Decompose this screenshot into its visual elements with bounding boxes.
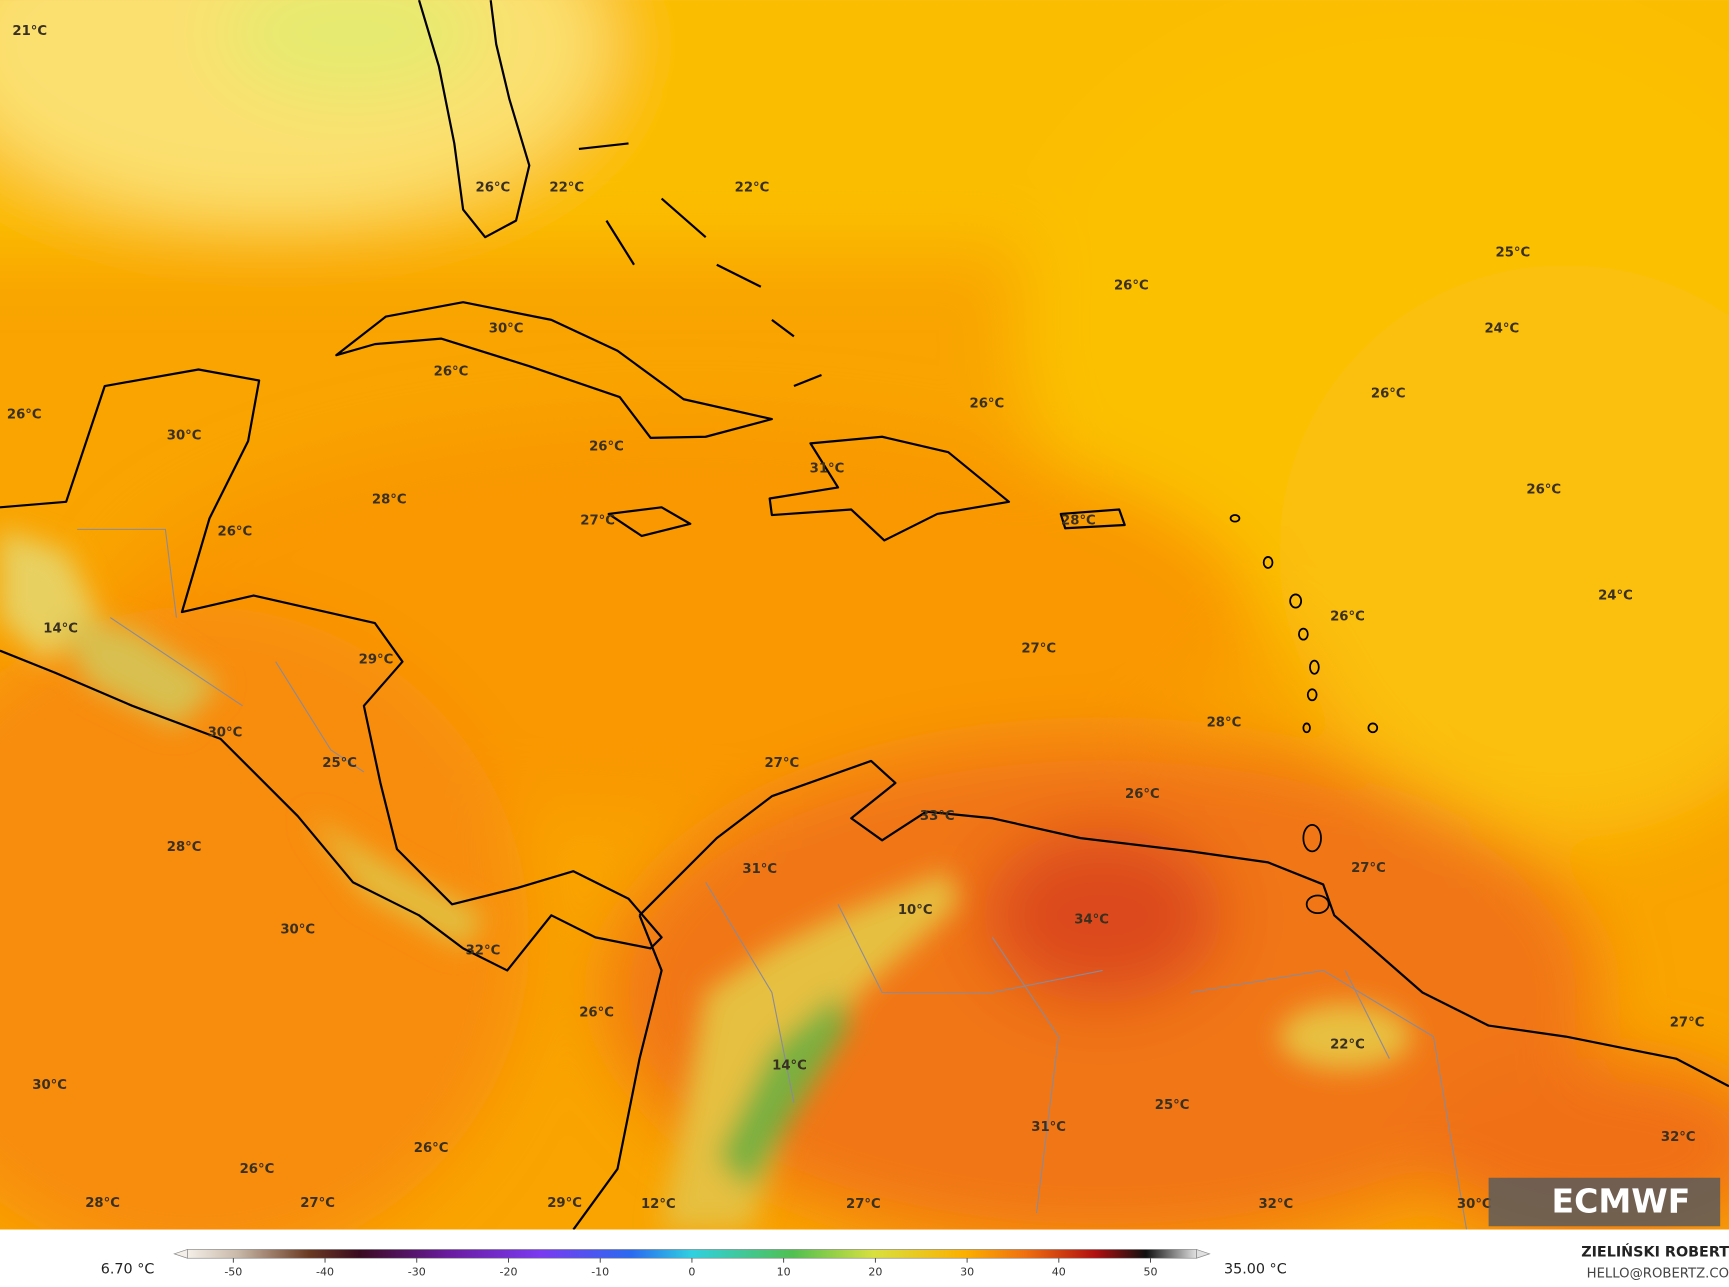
temperature-label: 27°C — [1670, 1015, 1705, 1030]
temperature-label: 26°C — [476, 181, 511, 196]
contact: HELLO@ROBERTZ.CO — [1587, 1267, 1729, 1282]
temperature-label: 26°C — [7, 408, 42, 423]
temperature-label: 29°C — [547, 1196, 582, 1211]
temperature-label: 27°C — [764, 756, 799, 771]
temperature-label: 27°C — [1351, 861, 1386, 876]
author: ZIELIŃSKI ROBERT — [1581, 1244, 1729, 1261]
temperature-label: 26°C — [434, 365, 469, 380]
temperature-label: 25°C — [1155, 1098, 1190, 1113]
highlands — [0, 529, 1412, 1230]
temperature-label: 22°C — [549, 181, 584, 196]
temperature-label: 30°C — [280, 923, 315, 938]
colorbar-tick-label: -20 — [499, 1266, 517, 1279]
colorbar-tick-label: 50 — [1144, 1266, 1158, 1279]
temperature-label: 26°C — [1330, 609, 1365, 624]
temperature-labels: 21°C 26°C 22°C 22°C 25°C 26°C 24°C 30°C 26°C 26°C… — [7, 24, 1705, 1212]
south-america — [572, 759, 1729, 1230]
temperature-label: 26°C — [1526, 483, 1561, 498]
temperature-label: 12°C — [641, 1197, 676, 1212]
temperature-label: 28°C — [1061, 514, 1096, 529]
temperature-label: 27°C — [1021, 641, 1056, 656]
temperature-label: 14°C — [772, 1058, 807, 1073]
puerto-rico — [1059, 508, 1126, 530]
logo-box — [1488, 1177, 1721, 1227]
temperature-label: 26°C — [579, 1005, 614, 1020]
temperature-label: 24°C — [1598, 589, 1633, 604]
temperature-label: 25°C — [322, 756, 357, 771]
temperature-label: 32°C — [1258, 1197, 1293, 1212]
colorbar-tick-label: -40 — [316, 1266, 334, 1279]
temperature-label: 22°C — [735, 181, 770, 196]
temperature-label: 21°C — [12, 24, 47, 39]
temperature-label: 29°C — [359, 652, 394, 667]
temperature-label: 28°C — [372, 493, 407, 508]
temperature-label: 28°C — [167, 840, 202, 855]
temperature-label: 26°C — [589, 440, 624, 455]
temperature-label: 27°C — [846, 1197, 881, 1212]
temperature-label: 26°C — [1114, 279, 1149, 294]
bahamas — [578, 142, 822, 388]
temperature-label: 14°C — [43, 622, 78, 637]
temperature-label: 10°C — [898, 903, 933, 918]
colorbar-scale — [187, 1249, 1197, 1259]
temperature-label: 22°C — [1330, 1037, 1365, 1052]
temperature-label: 30°C — [167, 429, 202, 444]
logo: ECMWF — [1552, 1182, 1691, 1221]
temperature-label: 32°C — [466, 944, 501, 959]
cuba — [335, 301, 773, 439]
temperature-label: 33°C — [920, 809, 955, 824]
borders — [77, 528, 1468, 1230]
temperature-label: 30°C — [489, 322, 524, 337]
colorbar-tick-label: 30 — [960, 1266, 974, 1279]
lesser-antilles — [1229, 514, 1379, 914]
temperature-label: 26°C — [240, 1162, 275, 1177]
colorbar-tick-label: 0 — [688, 1266, 695, 1279]
colorbar-tick-label: -30 — [408, 1266, 426, 1279]
temperature-label: 28°C — [85, 1196, 120, 1211]
temperature-label: 26°C — [1125, 787, 1160, 802]
temperature-label: 30°C — [1457, 1197, 1492, 1212]
temperature-label: 26°C — [1371, 387, 1406, 402]
temperature-label: 30°C — [208, 725, 243, 740]
colorbar: -50 -40 -30 -20 -10 0 10 20 30 40 50 — [173, 1248, 1211, 1279]
temperature-label: 30°C — [32, 1078, 67, 1093]
max-label: 35.00 °C — [1224, 1261, 1287, 1277]
temperature-label: 27°C — [300, 1196, 335, 1211]
temperature-label: 32°C — [1661, 1130, 1696, 1145]
temperature-label: 24°C — [1484, 322, 1519, 337]
hispaniola — [768, 435, 1011, 542]
temperature-label: 25°C — [1496, 246, 1531, 261]
florida — [417, 0, 531, 239]
temperature-label: 26°C — [414, 1141, 449, 1156]
temperature-label: 31°C — [1031, 1120, 1066, 1135]
temperature-label: 27°C — [580, 514, 615, 529]
temperature-label: 28°C — [1207, 715, 1242, 730]
jamaica — [607, 506, 692, 538]
temperature-label: 31°C — [742, 862, 777, 877]
colorbar-tick-label: 20 — [868, 1266, 882, 1279]
colorbar-tick-label: -10 — [591, 1266, 609, 1279]
temperature-label: 34°C — [1074, 913, 1109, 928]
colorbar-tick-label: 40 — [1052, 1266, 1066, 1279]
colorbar-tick-label: 10 — [777, 1266, 791, 1279]
colorbar-tick-label: -50 — [224, 1266, 242, 1279]
min-label: 6.70 °C — [101, 1261, 155, 1277]
temperature-label: 26°C — [970, 397, 1005, 412]
central-america — [0, 368, 663, 972]
temperature-label: 26°C — [218, 525, 253, 540]
temperature-label: 31°C — [810, 462, 845, 477]
